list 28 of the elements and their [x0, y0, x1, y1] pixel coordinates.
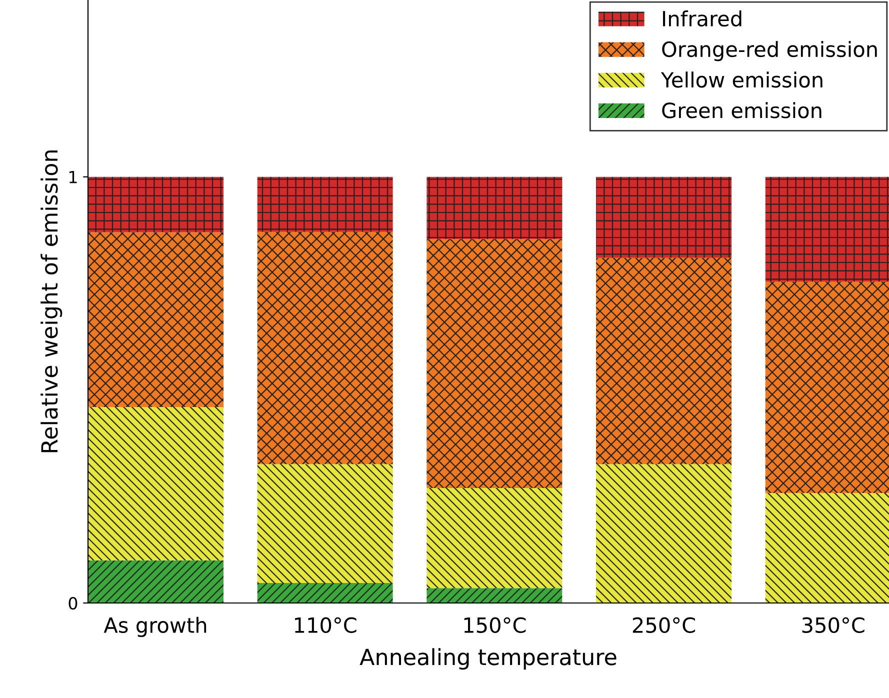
x-tick-label: 250°C	[632, 617, 696, 634]
bar	[596, 176, 732, 258]
bar	[257, 464, 393, 583]
bar	[88, 406, 224, 560]
bar	[257, 232, 393, 464]
legend-label: Green emission	[662, 102, 822, 118]
bar	[88, 560, 224, 603]
legend-label: Infrared	[663, 10, 742, 27]
x-axis-title: Annealing temperature	[360, 648, 616, 670]
bar	[88, 176, 224, 232]
bar	[426, 176, 562, 240]
bar	[426, 588, 562, 603]
bar	[88, 232, 224, 407]
legend-label: Orange-red emission	[662, 40, 877, 62]
legend-label: Yellow emission	[660, 72, 822, 88]
bar	[596, 464, 732, 603]
x-tick-label: As growth	[104, 616, 206, 638]
bar	[596, 258, 732, 464]
bar	[426, 488, 562, 588]
y-tick-label: 1	[70, 171, 77, 184]
x-tick-label: 110°C	[295, 617, 356, 634]
bar	[257, 176, 393, 232]
bar	[257, 582, 393, 603]
y-axis-title: Relative weight of emission	[40, 150, 62, 452]
x-tick-label: 150°C	[464, 617, 526, 634]
x-tick-label: 350°C	[802, 617, 864, 634]
y-tick-label: 0	[68, 596, 78, 610]
bar	[426, 239, 562, 488]
